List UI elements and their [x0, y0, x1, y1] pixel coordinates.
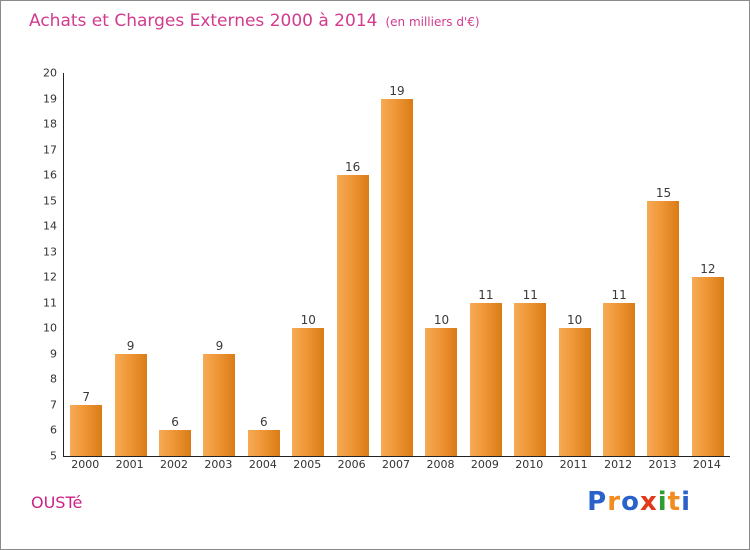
bar-column-2005: 10 — [286, 73, 330, 456]
bar-2000 — [70, 404, 103, 456]
chart-header: Achats et Charges Externes 2000 à 2014 (e… — [29, 11, 480, 31]
bar-column-2004: 6 — [242, 73, 286, 456]
bar-value-label: 10 — [567, 313, 583, 328]
bar-value-label: 12 — [700, 262, 716, 277]
logo-letter-i: i — [657, 487, 668, 517]
x-tick-label-2009: 2009 — [470, 458, 499, 471]
x-tick-label-2010: 2010 — [515, 458, 544, 471]
y-tick-label: 14 — [43, 219, 57, 233]
bar-column-2011: 10 — [552, 73, 596, 456]
bars-container: 7 9 6 9 6 10 16 19 10 11 11 10 11 15 12 — [64, 73, 730, 456]
y-tick-label: 17 — [43, 143, 57, 157]
y-tick-label: 12 — [43, 270, 57, 284]
y-tick-label: 16 — [43, 168, 57, 182]
bar-2003 — [203, 353, 236, 456]
logo-letter-r: r — [607, 487, 622, 517]
bar-value-label: 11 — [611, 287, 627, 302]
bar-column-2012: 11 — [597, 73, 641, 456]
y-tick-label: 8 — [50, 372, 57, 386]
y-tick-label: 5 — [50, 449, 57, 463]
company-name: OUSTé — [31, 493, 83, 512]
y-tick-label: 10 — [43, 321, 57, 335]
bar-value-label: 9 — [215, 338, 224, 353]
y-tick-label: 7 — [50, 398, 57, 412]
bar-2006 — [336, 175, 369, 456]
bar-column-2002: 6 — [153, 73, 197, 456]
bar-2009 — [469, 302, 502, 456]
bar-2012 — [603, 302, 636, 456]
bar-2010 — [514, 302, 547, 456]
x-tick-label-2011: 2011 — [559, 458, 588, 471]
bar-value-label: 15 — [655, 185, 672, 200]
logo-letter-i: i — [681, 487, 691, 517]
bar-2002 — [159, 430, 192, 456]
x-tick-label-2002: 2002 — [160, 458, 189, 471]
bar-column-2014: 12 — [686, 73, 730, 456]
x-tick-label-2006: 2006 — [337, 458, 366, 471]
x-tick-label-2001: 2001 — [115, 458, 144, 471]
x-tick-label-2008: 2008 — [426, 458, 455, 471]
logo-letter-x: x — [639, 487, 658, 517]
bar-value-label: 10 — [433, 313, 450, 328]
x-tick-label-2007: 2007 — [382, 458, 411, 471]
y-tick-label: 20 — [43, 66, 57, 80]
y-tick-label: 19 — [43, 92, 57, 106]
logo-letter-P: P — [587, 487, 608, 517]
bar-value-label: 11 — [522, 287, 538, 302]
x-tick-label-2000: 2000 — [71, 458, 100, 471]
bar-value-label: 6 — [171, 415, 179, 430]
y-tick-label: 13 — [43, 245, 57, 259]
x-tick-label-2005: 2005 — [293, 458, 322, 471]
x-tick-label-2003: 2003 — [204, 458, 233, 471]
logo-letter-t: t — [667, 487, 682, 517]
bar-value-label: 6 — [260, 415, 268, 430]
bar-column-2010: 11 — [508, 73, 552, 456]
y-tick-label: 6 — [50, 423, 57, 437]
bar-2005 — [292, 328, 325, 456]
bar-column-2006: 16 — [330, 73, 374, 456]
bar-value-label: 11 — [478, 287, 494, 302]
y-tick-label: 11 — [43, 296, 57, 310]
bar-2004 — [247, 430, 280, 456]
bar-2013 — [647, 200, 680, 456]
bar-2001 — [114, 353, 147, 456]
bar-value-label: 16 — [345, 160, 361, 175]
bar-column-2000: 7 — [64, 73, 108, 456]
x-tick-label-2013: 2013 — [648, 458, 677, 471]
bar-column-2008: 10 — [419, 73, 463, 456]
y-tick-label: 15 — [43, 194, 57, 208]
y-axis-labels: 5 6 7 8 9 10 11 12 13 14 15 16 17 18 19 20 — [19, 67, 59, 463]
bar-2011 — [558, 328, 591, 456]
bar-value-label: 19 — [389, 83, 405, 98]
bar-value-label: 7 — [82, 389, 91, 404]
bar-2014 — [691, 277, 724, 456]
bar-column-2003: 9 — [197, 73, 241, 456]
bar-value-label: 10 — [300, 313, 316, 328]
bar-value-label: 9 — [126, 338, 135, 353]
bar-column-2013: 15 — [641, 73, 685, 456]
x-tick-label-2004: 2004 — [248, 458, 277, 471]
plot-area: 7 9 6 9 6 10 16 19 10 11 11 10 11 15 12 — [63, 73, 730, 457]
logo-letter-o: o — [621, 487, 640, 517]
chart-subtitle: (en milliers d'€) — [385, 15, 480, 29]
x-tick-label-2012: 2012 — [604, 458, 633, 471]
y-tick-label: 18 — [43, 117, 57, 131]
bar-column-2007: 19 — [375, 73, 419, 456]
bar-2008 — [425, 328, 458, 456]
proxiti-logo[interactable]: Proxiti — [587, 487, 691, 517]
chart-title: Achats et Charges Externes 2000 à 2014 — [29, 11, 378, 31]
bar-2007 — [381, 98, 414, 456]
x-axis-labels: 2000 2001 2002 2003 2004 2005 2006 2007 2008 2009… — [63, 458, 729, 471]
x-tick-label-2014: 2014 — [692, 458, 721, 471]
y-tick-label: 9 — [50, 347, 57, 361]
bar-column-2009: 11 — [464, 73, 508, 456]
bar-column-2001: 9 — [108, 73, 152, 456]
